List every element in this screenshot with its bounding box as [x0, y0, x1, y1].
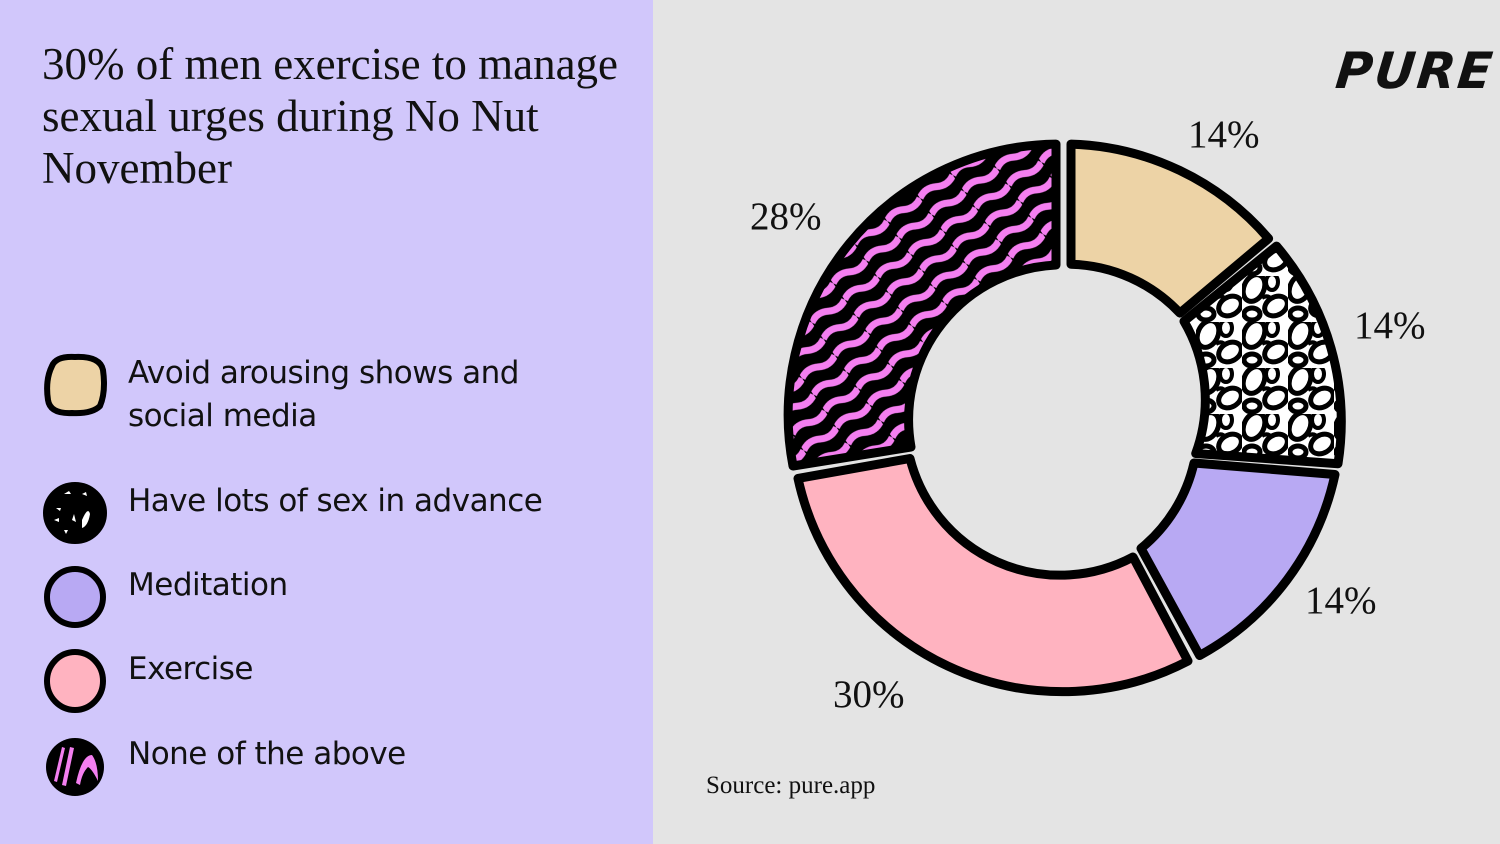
lavender-swatch-icon — [44, 566, 106, 628]
pink-swatch-icon — [44, 649, 106, 713]
legend-label: Avoid arousing shows and social media — [128, 355, 519, 434]
chart-title: 30% of men exercise to manage sexual urg… — [42, 39, 619, 193]
legend-item-exercise: Exercise — [42, 648, 608, 714]
legend-item-sex: Have lots of sex in advance — [42, 480, 608, 546]
slice-avoid — [1066, 139, 1274, 318]
label-sex-percent: 14% — [1354, 304, 1426, 347]
label-avoid-percent: 14% — [1188, 113, 1260, 156]
legend-item-avoid: Avoid arousing shows and social media — [42, 352, 608, 438]
legend-item-meditation: Meditation — [42, 564, 608, 630]
label-none-percent: 28% — [750, 195, 822, 238]
legend-label: None of the above — [128, 736, 406, 772]
legend-label: Meditation — [128, 567, 288, 603]
legend-label: Exercise — [128, 651, 254, 687]
source-note: Source: pure.app — [706, 772, 876, 799]
slice-none — [783, 139, 1061, 471]
legend-label: Have lots of sex in advance — [128, 483, 543, 519]
black-white-pattern-swatch-icon — [43, 482, 107, 544]
slice-meditation — [1136, 458, 1340, 660]
label-exercise-percent: 30% — [833, 673, 905, 716]
legend-item-none: None of the above — [42, 733, 608, 799]
magenta-stripe-swatch-icon — [46, 738, 104, 796]
slice-sex — [1179, 241, 1346, 469]
slice-exercise — [793, 454, 1193, 697]
label-meditation-percent: 14% — [1305, 579, 1377, 622]
left-panel — [0, 0, 653, 844]
beige-swatch-icon — [44, 353, 107, 417]
